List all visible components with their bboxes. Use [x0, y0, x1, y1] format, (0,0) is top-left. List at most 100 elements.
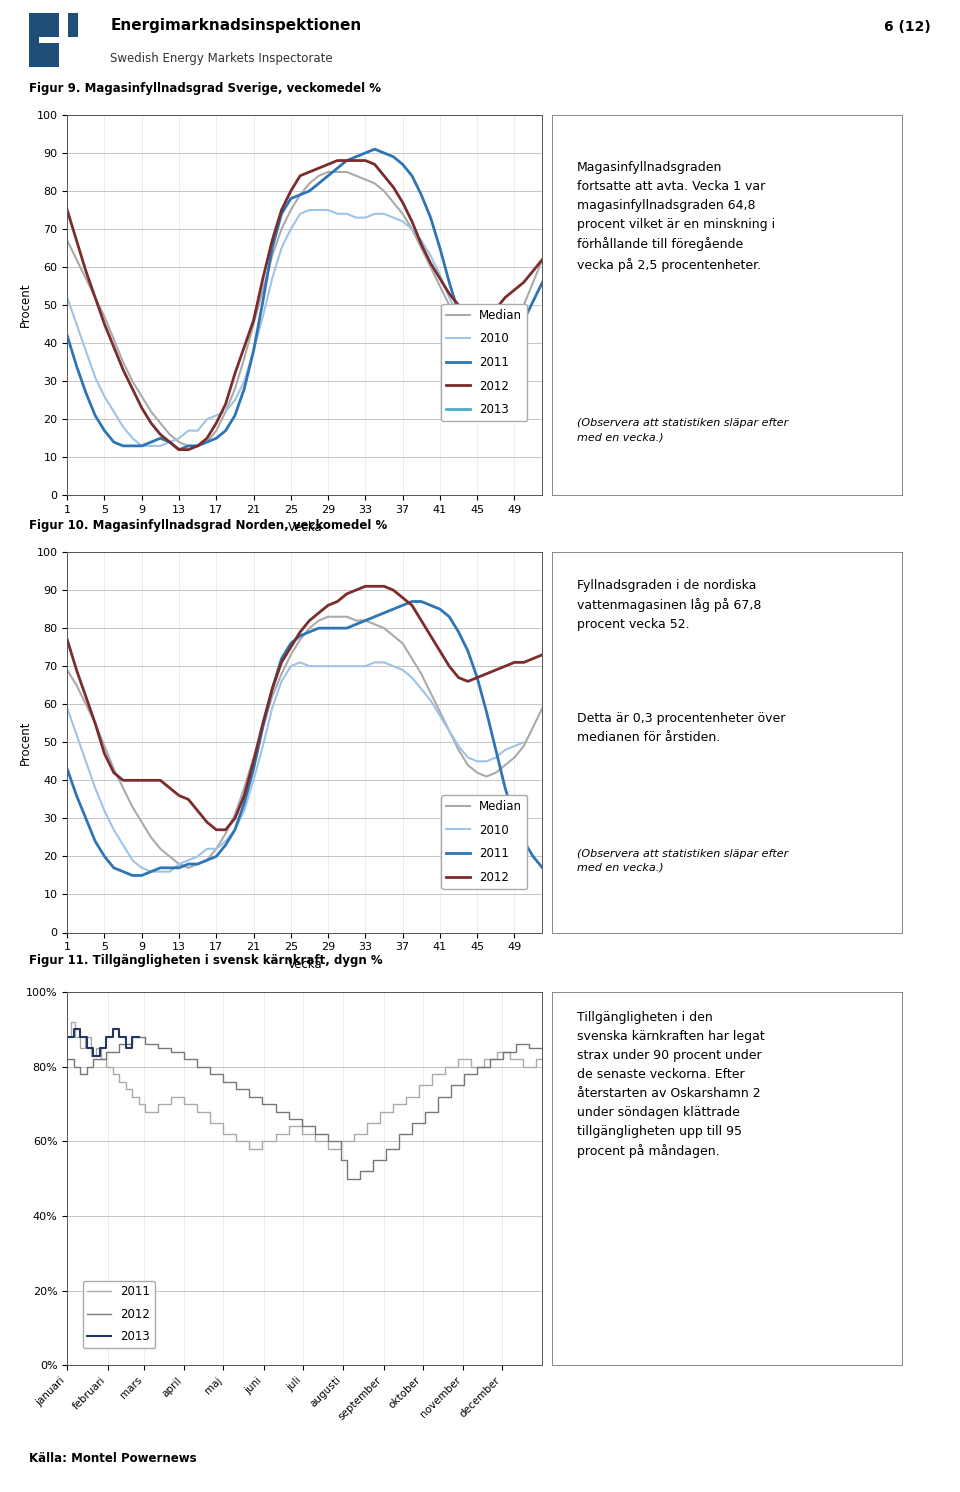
- 2010: [416, 680, 427, 698]
- 2013: [94, 1047, 106, 1065]
- 2010: [173, 430, 184, 448]
- 2011: [139, 1103, 151, 1120]
- 2013: [107, 1028, 118, 1046]
- 2010: [267, 700, 278, 718]
- 2010: [202, 840, 213, 858]
- 2010: [173, 855, 184, 873]
- 2010: [80, 752, 91, 770]
- 2010: [509, 737, 520, 755]
- 2011: [360, 612, 372, 630]
- 2010: [136, 437, 148, 455]
- 2010: [360, 656, 372, 674]
- Line: 2013: 2013: [67, 1029, 139, 1056]
- 2010: [295, 653, 306, 671]
- 2010: [303, 656, 315, 674]
- 2010: [117, 836, 129, 853]
- 2011: [378, 604, 390, 622]
- 2012: [99, 315, 110, 333]
- 2012: [61, 631, 73, 649]
- 2011: [537, 1050, 548, 1068]
- 2010: [89, 779, 101, 797]
- 2013: [113, 1021, 125, 1038]
- Median: [369, 175, 380, 192]
- 2012: [406, 1125, 418, 1143]
- 2010: [285, 656, 297, 674]
- Text: 6 (12): 6 (12): [884, 19, 931, 34]
- 2012: [537, 646, 548, 664]
- 2010: [490, 315, 501, 333]
- 2010: [164, 433, 176, 451]
- 2010: [210, 406, 222, 424]
- 2010: [61, 700, 73, 718]
- 2011: [61, 759, 73, 777]
- 2010: [499, 307, 511, 325]
- 2010: [425, 246, 437, 264]
- Median: [238, 349, 250, 367]
- 2012: [204, 1065, 216, 1083]
- 2011: [65, 1013, 77, 1031]
- 2012: [99, 745, 110, 762]
- 2010: [210, 840, 222, 858]
- 2012: [173, 440, 184, 458]
- Line: 2010: 2010: [67, 210, 524, 446]
- 2010: [276, 673, 287, 691]
- Text: (Observera att statistiken släpar efter
med en vecka.): (Observera att statistiken släpar efter …: [577, 418, 788, 442]
- 2013: [87, 1038, 99, 1056]
- Median: [99, 307, 110, 325]
- 2010: [285, 219, 297, 237]
- 2012: [360, 577, 372, 595]
- 2011: [61, 1028, 73, 1046]
- Text: Energimarknadsinspektionen: Energimarknadsinspektionen: [110, 18, 362, 33]
- 2010: [71, 725, 83, 743]
- Line: Median: Median: [67, 172, 542, 446]
- 2010: [164, 862, 176, 880]
- 2011: [95, 1038, 107, 1056]
- Text: Figur 11. Tillgängligheten i svensk kärnkraft, dygn %: Figur 11. Tillgängligheten i svensk kärn…: [29, 955, 382, 967]
- 2010: [61, 288, 73, 306]
- 2010: [108, 821, 120, 839]
- 2011: [238, 794, 250, 812]
- 2011: [406, 592, 418, 610]
- 2010: [388, 656, 399, 674]
- X-axis label: Vecka: Vecka: [287, 521, 323, 534]
- 2010: [396, 661, 408, 679]
- 2012: [323, 597, 334, 615]
- 2013: [113, 1028, 125, 1046]
- 2010: [257, 737, 269, 755]
- 2010: [127, 852, 138, 870]
- 2010: [220, 833, 231, 850]
- Legend: Median, 2010, 2011, 2012: Median, 2010, 2011, 2012: [442, 795, 527, 889]
- 2012: [61, 201, 73, 219]
- Text: Detta är 0,3 procentenheter över
medianen för årstiden.: Detta är 0,3 procentenheter över mediane…: [577, 712, 785, 745]
- Line: 2010: 2010: [67, 662, 524, 871]
- 2010: [313, 656, 324, 674]
- Median: [295, 186, 306, 204]
- 2010: [313, 201, 324, 219]
- 2010: [331, 204, 343, 222]
- 2010: [369, 653, 380, 671]
- 2010: [396, 212, 408, 230]
- Text: Swedish Energy Markets Inspectorate: Swedish Energy Markets Inspectorate: [110, 52, 333, 64]
- 2010: [192, 422, 204, 440]
- Text: Tillgängligheten i den
svenska kärnkraften har legat
strax under 90 procent unde: Tillgängligheten i den svenska kärnkraft…: [577, 1012, 764, 1158]
- 2010: [238, 372, 250, 389]
- Median: [331, 163, 343, 181]
- 2011: [244, 1140, 255, 1158]
- 2010: [117, 418, 129, 436]
- 2011: [173, 440, 184, 458]
- 2011: [373, 1103, 385, 1120]
- 2011: [61, 327, 73, 345]
- 2013: [75, 1021, 86, 1038]
- 2010: [341, 656, 352, 674]
- 2012: [323, 155, 334, 173]
- Bar: [29, 13, 59, 37]
- 2012: [537, 1038, 548, 1056]
- 2012: [296, 1118, 307, 1135]
- 2010: [360, 209, 372, 227]
- 2010: [303, 201, 315, 219]
- Median: [323, 607, 334, 625]
- 2012: [369, 155, 380, 173]
- 2011: [465, 1058, 476, 1076]
- Median: [388, 627, 399, 645]
- Text: Magasinfyllnadsgraden
fortsatte att avta. Vecka 1 var
magasinfyllnadsgraden 64,8: Magasinfyllnadsgraden fortsatte att avta…: [577, 161, 775, 272]
